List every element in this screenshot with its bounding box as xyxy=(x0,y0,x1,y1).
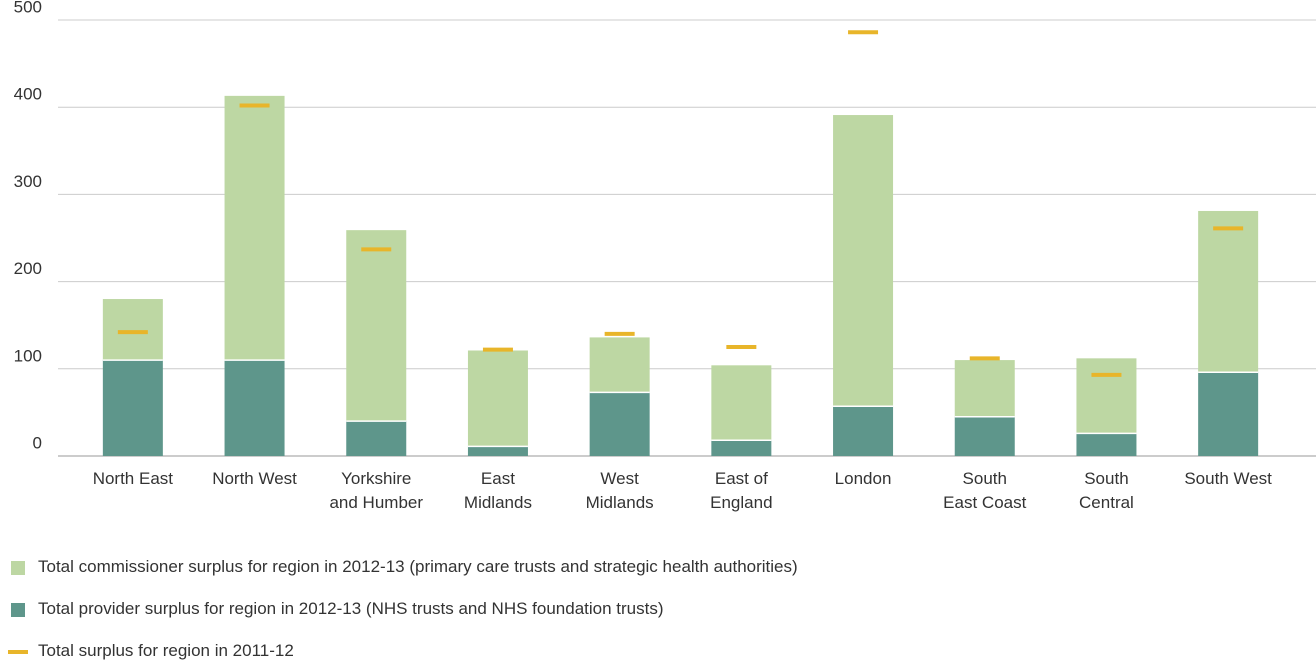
commissioner-bar xyxy=(1198,210,1259,373)
x-tick-label: North East xyxy=(92,469,173,488)
provider-bar xyxy=(711,440,772,456)
x-tick-label: West Midlands xyxy=(585,469,654,512)
y-tick-label: 0 xyxy=(33,433,42,452)
provider-bar xyxy=(102,360,163,456)
provider-bar xyxy=(589,392,650,456)
legend-swatch xyxy=(11,603,25,617)
provider-bar xyxy=(833,406,894,456)
provider-bar xyxy=(1198,372,1259,456)
commissioner-bar xyxy=(224,95,285,361)
x-tick-label: East of England xyxy=(710,469,773,512)
x-tick-label: East Midlands xyxy=(463,469,532,512)
commissioner-bar xyxy=(467,350,528,447)
commissioner-bar xyxy=(589,337,650,393)
x-tick-label: South Central xyxy=(1079,469,1134,512)
commissioner-bar xyxy=(711,365,772,441)
legend-swatch xyxy=(11,561,25,575)
provider-bar xyxy=(346,421,407,456)
commissioner-bar xyxy=(346,230,407,422)
legend-label: Total provider surplus for region in 201… xyxy=(38,599,664,618)
y-tick-label: 500 xyxy=(14,0,42,16)
y-tick-label: 300 xyxy=(14,172,42,191)
x-tick-label: South East Coast xyxy=(943,469,1027,512)
provider-bar xyxy=(467,446,528,456)
y-tick-label: 400 xyxy=(14,85,42,104)
x-tick-label: South West xyxy=(1184,469,1272,488)
legend-label: Total surplus for region in 2011-12 xyxy=(38,641,294,660)
commissioner-bar xyxy=(102,299,163,361)
y-tick-label: 100 xyxy=(14,346,42,365)
x-tick-label: North West xyxy=(212,469,297,488)
y-tick-label: 200 xyxy=(14,259,42,278)
x-tick-label: London xyxy=(834,469,892,488)
provider-bar xyxy=(954,416,1015,456)
x-tick-label: Yorkshire and Humber xyxy=(329,469,424,512)
legend-label: Total commissioner surplus for region in… xyxy=(38,557,798,576)
provider-bar xyxy=(1076,433,1137,456)
commissioner-bar xyxy=(954,360,1015,417)
provider-bar xyxy=(224,360,285,456)
commissioner-bar xyxy=(833,115,894,407)
commissioner-bar xyxy=(1076,358,1137,434)
